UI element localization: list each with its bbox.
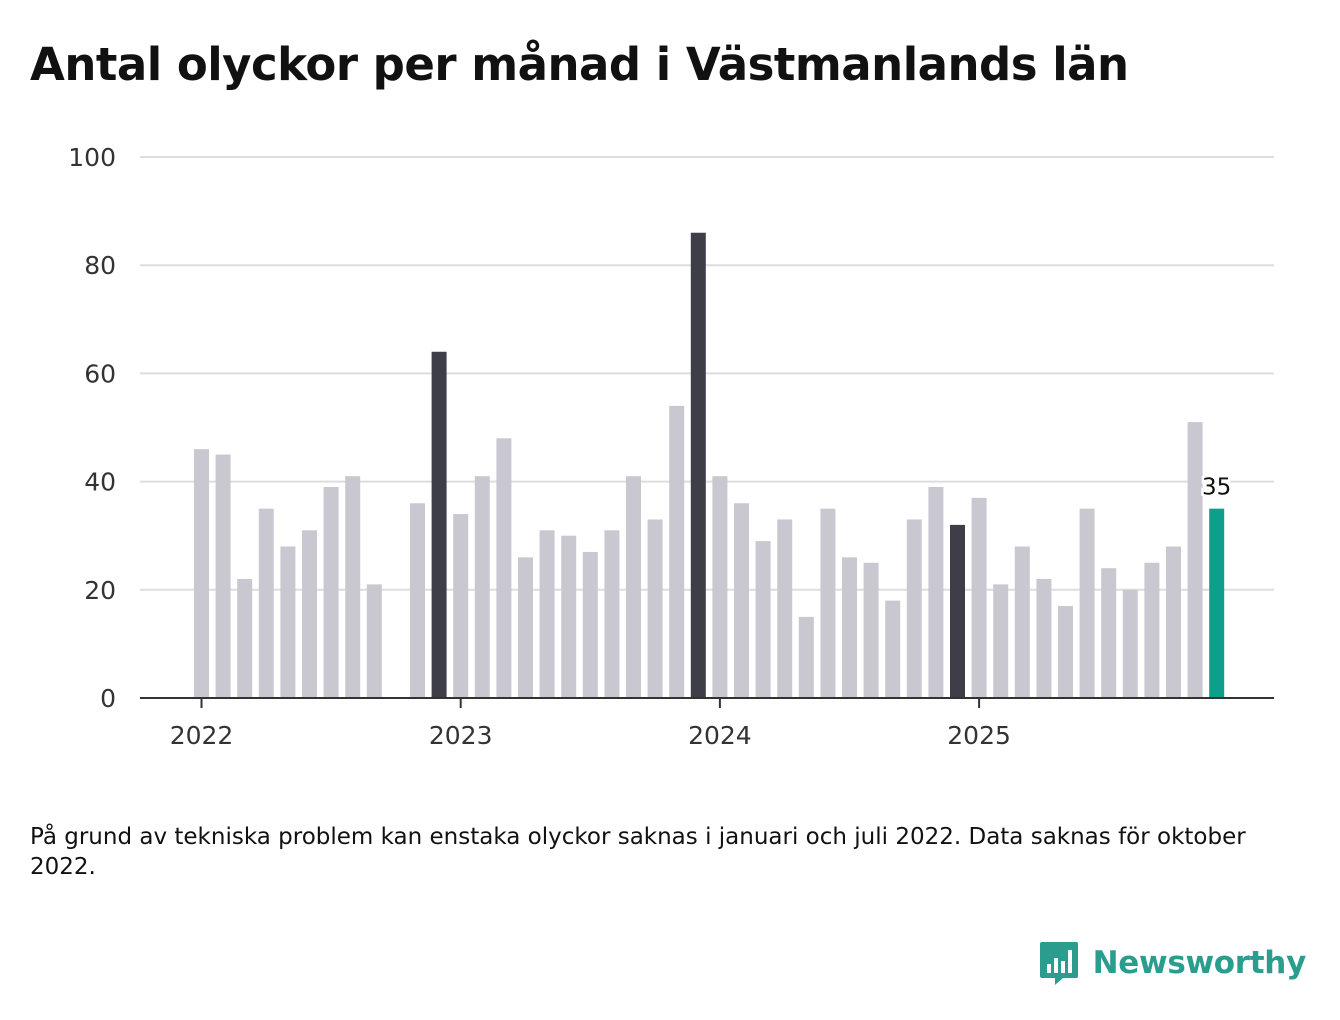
bar-2024-08 xyxy=(863,562,879,698)
bar-2025-11 xyxy=(1187,422,1203,698)
bar-2023-06 xyxy=(561,535,577,698)
bar-2023-09 xyxy=(626,476,641,698)
bar-2022-07 xyxy=(323,487,339,698)
bar-2022-03 xyxy=(237,578,253,698)
y-tick-label: 40 xyxy=(84,468,116,497)
brand-logo: Newsworthy xyxy=(1039,940,1306,986)
bar-2023-02 xyxy=(474,476,490,698)
bar-2024-09 xyxy=(885,600,901,698)
bar-2022-12 xyxy=(431,351,447,698)
bar-2024-06 xyxy=(820,508,836,698)
bars xyxy=(194,232,1225,698)
bar-2023-03 xyxy=(496,438,512,698)
bar-2022-05 xyxy=(280,546,296,698)
bar-2023-05 xyxy=(539,530,555,698)
bar-2024-03 xyxy=(755,541,771,698)
footnote: På grund av tekniska problem kan enstaka… xyxy=(30,824,1246,880)
bar-2023-04 xyxy=(518,557,533,698)
bar-2025-09 xyxy=(1144,562,1160,698)
bar-2025-01 xyxy=(971,497,987,698)
bar-2024-10 xyxy=(906,519,922,698)
brand-name: Newsworthy xyxy=(1092,945,1307,981)
x-tick-label: 2024 xyxy=(688,721,752,750)
bar-2023-01 xyxy=(453,514,469,698)
y-tick-label: 0 xyxy=(100,684,116,713)
bar-2024-05 xyxy=(798,616,814,698)
y-tick-label: 60 xyxy=(84,359,116,388)
bar-2024-12 xyxy=(950,524,965,698)
bar-2022-04 xyxy=(258,508,274,698)
x-axis: 2022 2023 2024 2025 xyxy=(140,697,1274,750)
bar-2024-01 xyxy=(712,476,728,698)
x-tick-label: 2023 xyxy=(429,721,493,750)
x-tick-label: 2025 xyxy=(947,721,1011,750)
bar-2022-08 xyxy=(345,476,361,698)
bar-2024-11 xyxy=(928,487,944,698)
bar-2024-04 xyxy=(777,519,793,698)
chart-title: Antal olyckor per månad i Västmanlands l… xyxy=(30,38,1129,91)
bar-2023-10 xyxy=(647,519,663,698)
bar-2025-12 xyxy=(1209,508,1225,698)
bar-2025-07 xyxy=(1101,568,1117,698)
grid-lines xyxy=(140,156,1274,591)
latest-value-label: 35 xyxy=(1202,475,1231,501)
bar-2023-11 xyxy=(669,405,685,698)
bar-2022-06 xyxy=(302,530,317,698)
bar-2025-06 xyxy=(1079,508,1095,698)
bar-2022-01 xyxy=(194,449,209,698)
bar-2025-05 xyxy=(1058,606,1073,698)
bar-2025-10 xyxy=(1166,546,1181,698)
bar-2024-07 xyxy=(842,557,857,698)
bar-chart: 0 20 40 60 80 100 2022 2023 2024 2025 35 xyxy=(68,143,1274,750)
annotations: 35 xyxy=(1200,472,1234,503)
y-axis-ticks: 0 20 40 60 80 100 xyxy=(68,143,116,713)
bar-2025-03 xyxy=(1014,546,1030,698)
bar-2025-02 xyxy=(993,584,1009,698)
bar-2022-11 xyxy=(410,503,425,698)
x-tick-label: 2022 xyxy=(170,721,234,750)
bar-2022-09 xyxy=(366,584,382,698)
bar-2023-12 xyxy=(690,232,706,698)
newsworthy-logo-icon xyxy=(1039,942,1078,985)
y-tick-label: 80 xyxy=(84,251,116,280)
bar-2023-08 xyxy=(604,530,620,698)
y-tick-label: 20 xyxy=(84,576,116,605)
y-tick-label: 100 xyxy=(68,143,116,172)
bar-2025-08 xyxy=(1122,589,1138,698)
bar-2024-02 xyxy=(734,503,749,698)
bar-2023-07 xyxy=(582,551,598,698)
bar-2025-04 xyxy=(1036,578,1052,698)
bar-2022-02 xyxy=(215,454,231,698)
